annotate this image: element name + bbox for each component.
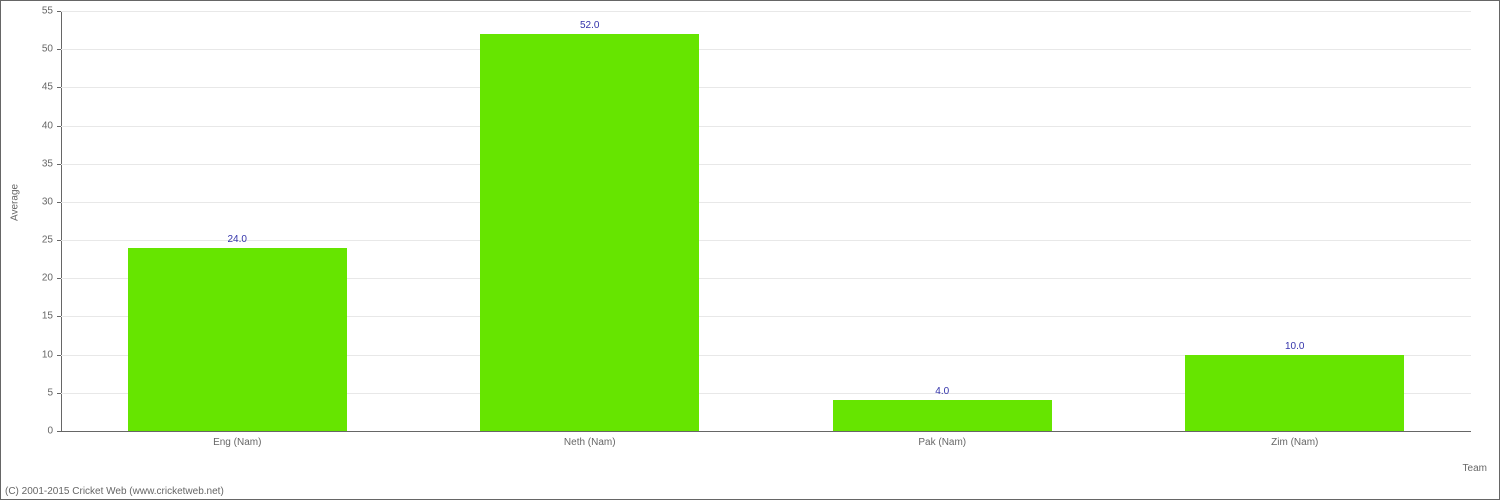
bar: 52.0 — [480, 34, 699, 431]
y-tick-label: 30 — [23, 196, 53, 207]
y-tick — [57, 431, 61, 432]
x-category-label: Zim (Nam) — [1271, 437, 1318, 448]
y-tick-label: 15 — [23, 311, 53, 322]
bar: 4.0 — [833, 400, 1052, 431]
gridline — [61, 202, 1471, 203]
y-tick — [57, 49, 61, 50]
gridline — [61, 49, 1471, 50]
x-category-label: Neth (Nam) — [564, 437, 616, 448]
bar-value-label: 24.0 — [128, 234, 347, 245]
y-axis-title: Average — [10, 184, 21, 221]
y-tick-label: 10 — [23, 349, 53, 360]
y-tick — [57, 355, 61, 356]
plot-region: 051015202530354045505524.0Eng (Nam)52.0N… — [61, 11, 1471, 431]
bar: 10.0 — [1185, 355, 1404, 431]
bar-value-label: 52.0 — [480, 20, 699, 31]
y-tick — [57, 240, 61, 241]
x-axis-title: Team — [1463, 463, 1487, 474]
x-category-label: Pak (Nam) — [918, 437, 966, 448]
y-axis-line — [61, 11, 62, 431]
y-tick — [57, 202, 61, 203]
y-tick-label: 55 — [23, 6, 53, 17]
y-tick — [57, 316, 61, 317]
y-tick — [57, 126, 61, 127]
y-tick — [57, 393, 61, 394]
chart-frame: Average Team 051015202530354045505524.0E… — [0, 0, 1500, 500]
y-tick-label: 50 — [23, 44, 53, 55]
y-tick-label: 35 — [23, 158, 53, 169]
y-tick — [57, 278, 61, 279]
y-tick — [57, 11, 61, 12]
y-tick-label: 5 — [23, 387, 53, 398]
x-category-label: Eng (Nam) — [213, 437, 261, 448]
y-tick — [57, 87, 61, 88]
bar-value-label: 10.0 — [1185, 341, 1404, 352]
y-tick — [57, 164, 61, 165]
gridline — [61, 87, 1471, 88]
y-tick-label: 25 — [23, 235, 53, 246]
y-tick-label: 0 — [23, 426, 53, 437]
gridline — [61, 126, 1471, 127]
gridline — [61, 11, 1471, 12]
y-tick-label: 40 — [23, 120, 53, 131]
chart-area: 051015202530354045505524.0Eng (Nam)52.0N… — [61, 11, 1481, 451]
y-tick-label: 45 — [23, 82, 53, 93]
gridline — [61, 164, 1471, 165]
bar: 24.0 — [128, 248, 347, 431]
x-axis-line — [61, 431, 1471, 432]
copyright-text: (C) 2001-2015 Cricket Web (www.cricketwe… — [5, 486, 224, 497]
bar-value-label: 4.0 — [833, 386, 1052, 397]
y-tick-label: 20 — [23, 273, 53, 284]
